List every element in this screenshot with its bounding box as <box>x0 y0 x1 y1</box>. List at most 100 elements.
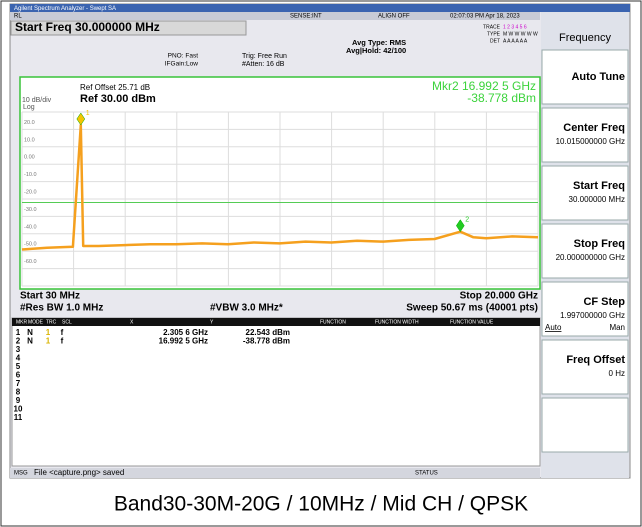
det-value: A A A A A A <box>503 38 528 44</box>
time: 02:07:03 PM Apr 18, 2023 <box>450 14 520 20</box>
msg: MSG <box>14 471 28 477</box>
table-cell: 1 <box>16 328 21 337</box>
table-header: TRC <box>46 319 57 325</box>
scale: 10 dB/div <box>22 97 52 104</box>
marker-label: 2 <box>465 217 469 224</box>
table-cell: 22.543 dBm <box>246 328 290 337</box>
trace-label: TRACE <box>483 24 501 30</box>
vbw: #VBW 3.0 MHz* <box>210 303 283 314</box>
avg-type: Avg Type: RMS <box>352 38 406 47</box>
y-tick-label: 10.0 <box>24 137 35 143</box>
y-tick-label: -60.0 <box>24 259 37 265</box>
table-header: SCL <box>62 319 72 325</box>
y-tick-label: 20.0 <box>24 120 35 126</box>
softkey-option: Man <box>609 323 625 332</box>
softkey[interactable] <box>541 223 629 279</box>
title-bar <box>10 4 630 12</box>
table-cell: 9 <box>16 396 21 405</box>
trigger: Trig: Free Run <box>242 53 287 60</box>
status-strip <box>10 12 540 20</box>
softkey-label: Start Freq <box>573 180 625 192</box>
table-header: FUNCTION WIDTH <box>375 319 419 325</box>
table-cell: 16.992 5 GHz <box>159 337 208 346</box>
marker-label: 1 <box>86 110 90 117</box>
softkey-title: Frequency <box>559 32 611 44</box>
softkey-label: Auto Tune <box>571 71 625 83</box>
softkey-value: 0 Hz <box>609 369 625 378</box>
marker <box>76 112 86 126</box>
table-cell: 2 <box>16 337 21 346</box>
table-cell: 2.305 6 GHz <box>163 328 208 337</box>
softkey[interactable] <box>541 281 629 337</box>
sweep: Sweep 50.67 ms (40001 pts) <box>406 303 538 314</box>
atten: #Atten: 16 dB <box>242 61 285 68</box>
table-header: X <box>130 319 134 325</box>
marker-readout-level: -38.778 dBm <box>467 91 536 105</box>
table-cell: 11 <box>14 413 23 422</box>
softkey-label: Freq Offset <box>566 354 625 366</box>
status: STATUS <box>415 471 438 477</box>
table-cell: 1 <box>46 337 51 346</box>
window-title: Agilent Spectrum Analyzer - Swept SA <box>14 6 116 12</box>
avg-hold: Avg|Hold: 42/100 <box>346 46 406 55</box>
softkey-value: 10.015000000 GHz <box>556 137 625 146</box>
table-header: FUNCTION VALUE <box>450 319 494 325</box>
y-tick-label: -40.0 <box>24 224 37 230</box>
marker-readout-freq: Mkr2 16.992 5 GHz <box>432 79 536 93</box>
softkey[interactable] <box>541 339 629 395</box>
table-cell: -38.778 dBm <box>243 337 290 346</box>
marker <box>455 219 465 233</box>
softkey-value: 30.000000 MHz <box>569 195 625 204</box>
softkey-value: 20.000000000 GHz <box>556 253 625 262</box>
softkey-blank[interactable] <box>541 397 629 453</box>
type-value: M W W W W W <box>503 31 538 37</box>
sense: SENSE:INT <box>290 14 322 20</box>
rl: RL <box>14 14 22 20</box>
softkeys: Auto Tune Center Freq 10.015000000 GHz Star… <box>541 49 629 453</box>
marker-table <box>11 317 541 467</box>
softkey[interactable] <box>541 107 629 163</box>
if-gain: IFGain:Low <box>165 61 199 68</box>
table-cell: 1 <box>46 328 51 337</box>
table-header: MKR <box>16 319 28 325</box>
ref-offset: Ref Offset 25.71 dB <box>80 83 150 92</box>
message-bar <box>10 468 540 478</box>
softkey-label: CF Step <box>583 296 625 308</box>
det-label: DET <box>490 38 500 44</box>
table-cell: 6 <box>16 371 21 380</box>
softkey-label: Stop Freq <box>574 238 625 250</box>
table-header: FUNCTION <box>320 319 346 325</box>
trace <box>21 123 539 251</box>
trace-nums: 1 2 3 4 5 6 <box>503 24 527 30</box>
softkey-value: 1.997000000 GHz <box>560 311 625 320</box>
log: Log <box>23 104 35 111</box>
y-tick-label: -30.0 <box>24 207 37 213</box>
marker-table-body: MKR MODE TRC SCL X Y FUNCTION FUNCTION WIDTH FUN… <box>14 319 494 422</box>
softkey[interactable] <box>541 165 629 221</box>
rbw: #Res BW 1.0 MHz <box>20 303 103 314</box>
plot-area: 20.0 10.0 0.00 -10.0 -20.0 -30.0 -40.0 -50.0 -60… <box>21 110 539 287</box>
table-header: MODE <box>28 319 44 325</box>
table-cell: 4 <box>16 354 21 363</box>
table-cell: 3 <box>16 345 21 354</box>
caption: Band30-30M-20G / 10MHz / Mid CH / QPSK <box>114 493 528 516</box>
ref-level: Ref 30.00 dBm <box>80 93 156 105</box>
table-cell: f <box>61 328 64 337</box>
stop-freq: Stop 20.000 GHz <box>460 291 538 302</box>
type-label: TYPE <box>487 31 501 37</box>
y-tick-label: -20.0 <box>24 189 37 195</box>
table-cell: 7 <box>16 379 21 388</box>
table-cell: 5 <box>16 362 21 371</box>
table-cell: 8 <box>16 388 21 397</box>
align: ALIGN OFF <box>378 14 410 20</box>
active-function-box <box>10 20 247 36</box>
y-tick-label: 0.00 <box>24 155 35 161</box>
pno: PNO: Fast <box>168 53 199 60</box>
table-cell: N <box>27 337 33 346</box>
softkey[interactable] <box>541 49 629 105</box>
table-cell: 10 <box>14 405 23 414</box>
y-tick-label: -10.0 <box>24 172 37 178</box>
softkey-label: Center Freq <box>563 122 625 134</box>
table-header: Y <box>210 319 214 325</box>
